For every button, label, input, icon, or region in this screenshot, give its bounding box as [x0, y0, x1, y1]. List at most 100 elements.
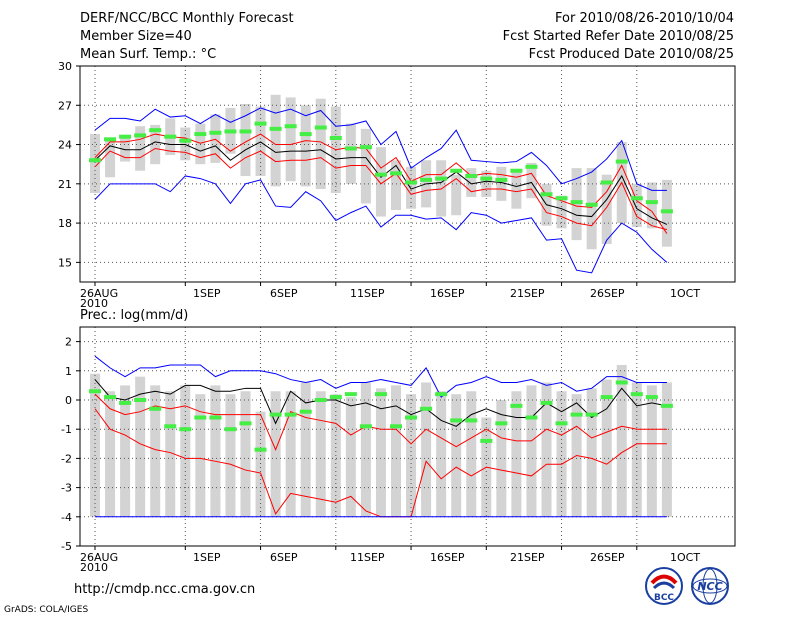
- bcc-logo-icon: BCC: [645, 567, 683, 605]
- temp-frame: [79, 65, 736, 283]
- temp-mode-marker: [134, 133, 147, 138]
- prec-mode-marker: [645, 395, 658, 400]
- temp-mode-marker: [645, 200, 658, 205]
- prec-x-tick-label: 11SEP: [350, 551, 385, 564]
- prec-mode-marker: [495, 421, 508, 426]
- prec-line-upper: [94, 379, 667, 427]
- temp-mode-marker: [435, 176, 448, 181]
- prec-mode-marker: [570, 412, 583, 417]
- prec-mode-marker: [615, 380, 628, 385]
- temp-range-bar: [391, 160, 401, 210]
- temp-range-bar: [406, 166, 417, 209]
- prec-x-tick-label: 16SEP: [430, 551, 465, 564]
- prec-x-tick-label: 26AUG: [80, 551, 118, 564]
- temp-mode-marker: [465, 173, 478, 178]
- temp-x-tick-label: 2010: [80, 297, 108, 310]
- temp-mode-marker: [615, 159, 628, 164]
- prec-range-bar: [210, 385, 221, 517]
- prec-range-bar: [646, 385, 657, 517]
- prec-range-bar: [90, 373, 100, 517]
- prec-mode-marker: [299, 409, 312, 414]
- prec-range-bar: [225, 394, 236, 517]
- temp-mode-marker: [269, 126, 282, 131]
- prec-range-bar: [345, 397, 356, 517]
- temp-range-bar: [150, 124, 161, 165]
- prec-range-bar: [120, 385, 131, 517]
- temp-range-bar: [105, 138, 116, 178]
- prec-mode-marker: [119, 400, 132, 405]
- forecast-start-date: Fcst Started Refer Date 2010/08/25: [502, 29, 734, 44]
- prec-mode-marker: [555, 421, 568, 426]
- prec-y-tick-label: -1: [61, 423, 72, 436]
- prec-range-bar: [541, 382, 552, 517]
- prec-x-tick-label: 2010: [80, 561, 108, 574]
- temp-mode-marker: [525, 164, 538, 169]
- temp-y-tick-label: 15: [58, 256, 72, 269]
- temp-range-bar: [120, 136, 131, 162]
- prec-range-bar: [631, 382, 642, 517]
- temp-x-tick-label: 16SEP: [430, 287, 465, 300]
- temp-range-bar: [511, 172, 522, 209]
- prec-range-bar: [165, 391, 176, 517]
- prec-line-mean: [94, 393, 667, 451]
- temp-mode-marker: [104, 137, 117, 142]
- temp-x-tick-label: 11SEP: [350, 287, 385, 300]
- prec-mode-marker: [510, 403, 523, 408]
- temp-mode-marker: [344, 146, 357, 151]
- temp-line-lower: [94, 147, 668, 231]
- temp-mode-marker: [89, 158, 101, 163]
- prec-mode-marker: [465, 418, 478, 423]
- prec-mode-marker: [269, 412, 282, 417]
- forecast-period: For 2010/08/26-2010/10/04: [555, 11, 734, 26]
- source-url[interactable]: http://cmdp.ncc.cma.gov.cn: [74, 582, 256, 597]
- prec-range-bar: [195, 394, 206, 517]
- prec-range-bar: [240, 391, 251, 517]
- temp-y-tick-label: 18: [58, 217, 72, 230]
- prec-range-bar: [105, 391, 116, 517]
- temp-range-bar: [451, 174, 462, 216]
- prec-x-tick-label: 1OCT: [670, 551, 700, 564]
- prec-mode-marker: [89, 389, 101, 394]
- prec-mode-marker: [284, 412, 297, 417]
- temp-mode-marker: [164, 134, 177, 139]
- prec-range-bar: [300, 382, 311, 517]
- temp-range-bar: [255, 106, 266, 176]
- temp-mode-marker: [495, 177, 508, 182]
- prec-mode-marker: [359, 424, 372, 429]
- prec-mode-marker: [420, 406, 433, 411]
- temp-variable-title: Mean Surf. Temp.: °C: [80, 47, 217, 62]
- member-size: Member Size=40: [80, 29, 192, 44]
- temp-range-bar: [210, 114, 221, 163]
- temp-mode-marker: [299, 132, 312, 137]
- prec-range-bar: [360, 382, 371, 517]
- temp-mode-marker: [630, 196, 643, 201]
- temp-mode-marker: [374, 172, 387, 177]
- temp-range-bar: [345, 123, 356, 184]
- prec-mode-marker: [450, 418, 463, 423]
- prec-mode-marker: [239, 421, 252, 426]
- temp-range-bar: [285, 97, 296, 182]
- prec-range-bar: [436, 391, 447, 517]
- temp-y-tick-label: 24: [58, 139, 72, 152]
- temp-mode-marker: [405, 180, 418, 185]
- temp-mode-marker: [254, 121, 267, 126]
- temp-range-bar: [180, 127, 191, 161]
- temp-mode-marker: [480, 176, 493, 181]
- prec-mode-marker: [660, 403, 673, 408]
- temp-mode-marker: [555, 196, 568, 201]
- prec-range-bar: [661, 382, 672, 517]
- temp-y-tick-label: 30: [58, 60, 72, 73]
- prec-mode-marker: [134, 398, 147, 402]
- temp-range-bar: [315, 98, 326, 190]
- temp-x-tick-label: 26SEP: [590, 287, 625, 300]
- temp-y-tick-label: 27: [58, 99, 72, 112]
- prec-y-tick-label: -2: [61, 452, 72, 465]
- bcc-logo-text: BCC: [654, 593, 674, 603]
- prec-range-bar: [616, 364, 627, 517]
- temp-range-bar: [270, 94, 281, 187]
- temp-mode-marker: [314, 125, 327, 130]
- ncc-logo-icon: NCC: [691, 567, 729, 605]
- prec-range-bar: [391, 385, 401, 517]
